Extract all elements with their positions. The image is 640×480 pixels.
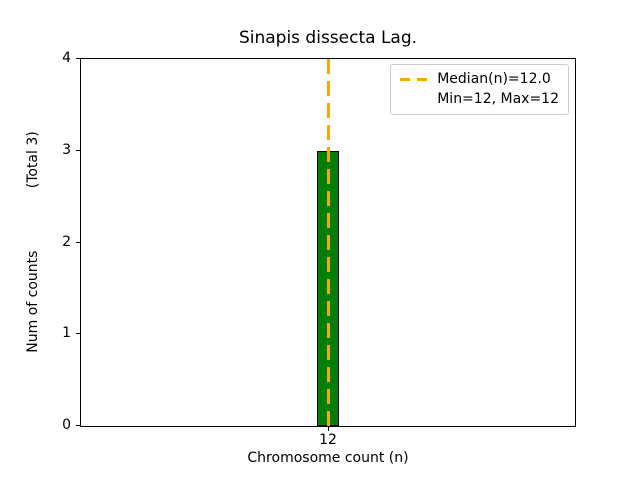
plot-area: 0 1 2 3 4 12 Median(n)=12.0 xyxy=(62,51,576,447)
legend-marker-spacer xyxy=(400,98,428,101)
legend-label-median: Median(n)=12.0 xyxy=(437,71,551,87)
y-axis-label: Num of counts (Total 3) xyxy=(25,131,41,353)
y-tick-label: 3 xyxy=(62,141,71,158)
y-tick-mark xyxy=(76,333,81,335)
y-tick-label: 2 xyxy=(62,233,71,250)
x-axis-label: Chromosome count (n) xyxy=(247,450,409,466)
y-tick-mark xyxy=(76,241,81,243)
y-tick-mark xyxy=(76,425,81,426)
dashed-line-marker-icon xyxy=(400,77,429,81)
x-tick-mark xyxy=(328,426,329,431)
y-tick-label: 1 xyxy=(62,325,71,342)
y-tick-label: 0 xyxy=(62,417,71,433)
legend-label-minmax: Min=12, Max=12 xyxy=(437,91,559,107)
median-line xyxy=(327,59,330,426)
y-tick-mark xyxy=(76,58,81,59)
legend-entry-median: Median(n)=12.0 xyxy=(400,69,559,89)
y-tick-mark xyxy=(76,149,81,151)
legend-entry-minmax: Min=12, Max=12 xyxy=(400,89,559,109)
x-tick-label: 12 xyxy=(319,432,337,448)
chart-title: Sinapis dissecta Lag. xyxy=(238,28,418,48)
y-tick-label: 4 xyxy=(62,50,71,66)
legend: Median(n)=12.0 Min=12, Max=12 xyxy=(390,64,569,115)
